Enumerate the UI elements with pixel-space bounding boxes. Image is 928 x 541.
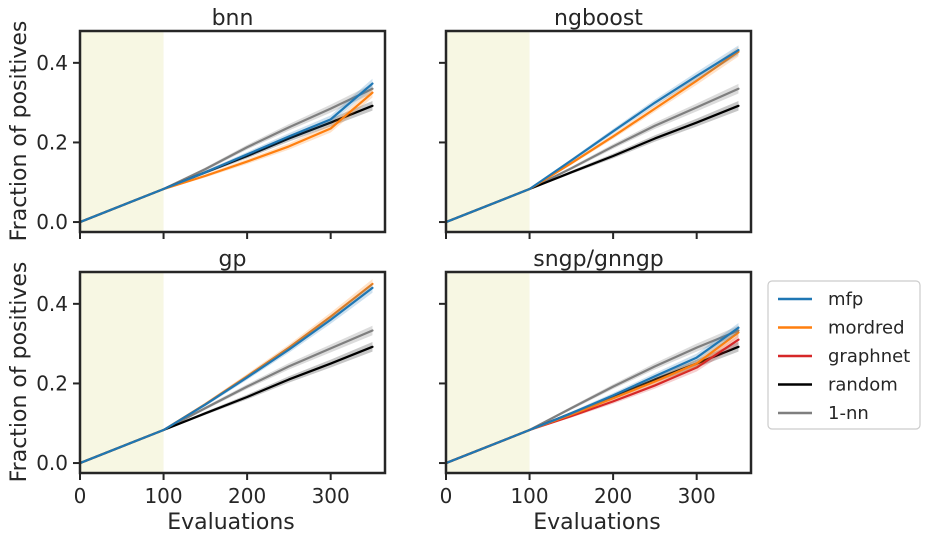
x-tick-label: 200 (594, 484, 632, 508)
panel-title: gp (219, 247, 247, 272)
panel-title: sngp/gnngp (533, 247, 664, 272)
y-tick-label: 0.0 (36, 210, 68, 234)
legend-label: random (828, 375, 898, 396)
line-mfp (80, 82, 374, 224)
x-tick-label: 300 (312, 484, 350, 508)
x-tick-label: 0 (440, 484, 453, 508)
panel-title: bnn (212, 6, 254, 31)
panels: 0.0 0.2 0.4 bnn ngboost 0 100 200 300 0.0 0.2 0.4 gp… (36, 6, 753, 508)
warmup-region (446, 31, 530, 232)
legend-label: graphnet (828, 346, 910, 367)
legend-item-mordred: mordred (778, 318, 905, 339)
band-random (80, 342, 373, 464)
band-1-nn (80, 325, 373, 464)
x-axis-label-left: Evaluations (167, 510, 295, 535)
legend-item-1-nn: 1-nn (778, 403, 869, 424)
axes-frame (444, 29, 753, 234)
band-random (446, 101, 739, 223)
legend-item-graphnet: graphnet (778, 346, 910, 367)
legend-item-random: random (778, 375, 898, 396)
warmup-region (80, 31, 164, 232)
y-axis-label-top: Fraction of positives (7, 21, 32, 242)
line-mfp (446, 326, 740, 465)
y-tick-label: 0.2 (36, 371, 68, 395)
band-1-nn (446, 325, 739, 464)
legend-label: mordred (828, 318, 905, 339)
line-mfp (446, 49, 740, 224)
panel-gp: 0 100 200 300 0.0 0.2 0.4 gp (36, 247, 387, 508)
legend: mfp mordred graphnet random 1-nn (767, 280, 921, 430)
warmup-region (80, 272, 164, 473)
line-mfp (80, 286, 374, 465)
y-tick-label: 0.4 (36, 292, 68, 316)
x-tick-label: 100 (144, 484, 182, 508)
panel-bnn: 0.0 0.2 0.4 bnn (36, 6, 387, 239)
y-axis-label-bottom: Fraction of positives (7, 262, 32, 483)
x-tick-label: 0 (74, 484, 87, 508)
y-tick-label: 0.2 (36, 130, 68, 154)
legend-label: 1-nn (828, 403, 869, 424)
warmup-region (446, 272, 530, 473)
y-tick-label: 0.4 (36, 51, 68, 75)
x-axis-label-right: Evaluations (533, 510, 661, 535)
axes-frame (78, 29, 387, 234)
x-tick-label: 300 (678, 484, 716, 508)
panel-title: ngboost (554, 6, 643, 31)
panel-sngp-gnngp: 0 100 200 300 sngp/gnngp (439, 247, 753, 508)
panel-ngboost: ngboost (439, 6, 753, 239)
legend-label: mfp (828, 289, 863, 310)
band-1-nn (446, 83, 739, 223)
legend-item-mfp: mfp (778, 289, 863, 310)
x-tick-label: 200 (228, 484, 266, 508)
axes-frame (78, 270, 387, 475)
axes-frame (444, 270, 753, 475)
x-tick-label: 100 (510, 484, 548, 508)
y-tick-label: 0.0 (36, 451, 68, 475)
legend-frame (767, 280, 921, 430)
